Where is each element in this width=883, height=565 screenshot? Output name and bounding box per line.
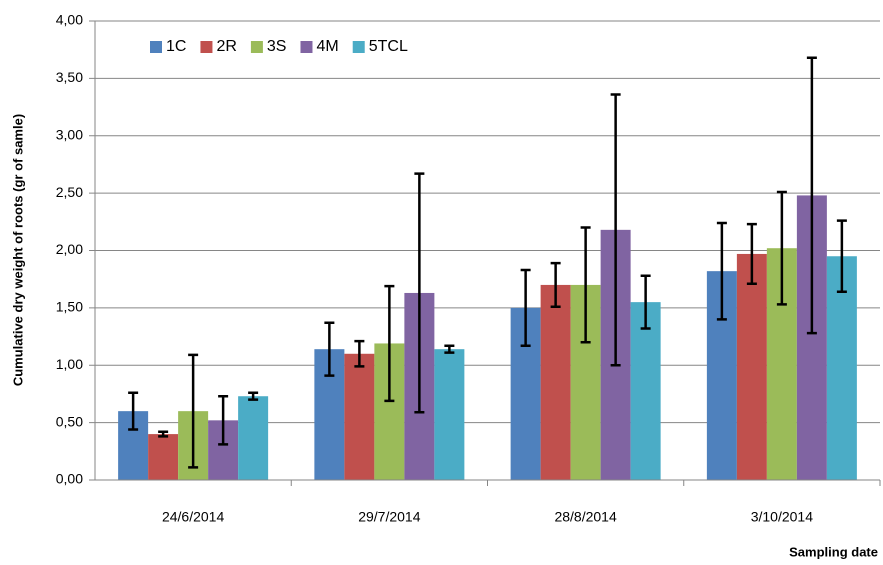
- x-tick-label: 28/8/2014: [554, 509, 616, 525]
- x-tick-label: 29/7/2014: [358, 509, 420, 525]
- error-bar: [716, 221, 727, 321]
- bar: [736, 253, 767, 480]
- legend-swatch: [200, 41, 213, 53]
- error-bar: [640, 274, 651, 330]
- error-bar: [188, 353, 199, 469]
- error-bar: [128, 391, 139, 431]
- legend-label: 4M: [316, 38, 338, 55]
- legend-swatch: [150, 41, 162, 53]
- legend-swatch: [352, 41, 365, 53]
- y-tick-label: 0,00: [56, 471, 83, 487]
- bar: [630, 302, 661, 480]
- y-tick-label: 2,50: [56, 184, 83, 200]
- bar: [238, 396, 269, 480]
- y-tick-label: 1,50: [56, 299, 83, 315]
- y-tick-label: 3,50: [56, 69, 83, 85]
- error-bar: [520, 268, 531, 347]
- legend-label: 1C: [166, 38, 186, 55]
- error-bar: [580, 226, 591, 344]
- bar: [540, 284, 571, 480]
- error-bar: [414, 172, 425, 414]
- bar: [434, 349, 465, 480]
- bar: [826, 256, 857, 480]
- error-bar: [610, 93, 621, 367]
- legend-swatch: [250, 41, 263, 53]
- error-bar: [776, 190, 787, 306]
- error-bar: [444, 344, 455, 354]
- error-bar: [806, 56, 817, 335]
- error-bar: [324, 321, 335, 377]
- error-bar: [836, 219, 847, 294]
- legend-label: 5TCL: [369, 38, 408, 55]
- legend-label: 2R: [216, 38, 236, 55]
- y-tick-label: 4,00: [56, 12, 83, 28]
- y-tick-label: 3,00: [56, 126, 83, 142]
- legend-swatch: [300, 41, 313, 53]
- bar: [148, 434, 179, 480]
- error-bar: [550, 261, 561, 308]
- x-tick-label: 24/6/2014: [162, 509, 224, 525]
- y-tick-label: 2,00: [56, 241, 83, 257]
- error-bar: [248, 391, 259, 401]
- x-tick-label: 3/10/2014: [751, 509, 813, 525]
- error-bar: [218, 394, 229, 446]
- error-bar: [158, 430, 169, 438]
- error-bar: [354, 339, 365, 368]
- error-bar: [746, 222, 757, 286]
- y-axis-label: Cumulative dry weight of roots (gr of sa…: [10, 114, 25, 386]
- legend-label: 3S: [267, 38, 287, 55]
- y-tick-label: 1,00: [56, 356, 83, 372]
- y-tick-label: 0,50: [56, 413, 83, 429]
- x-axis-label: Sampling date: [789, 544, 878, 559]
- bar: [344, 353, 375, 480]
- error-bar: [384, 284, 395, 403]
